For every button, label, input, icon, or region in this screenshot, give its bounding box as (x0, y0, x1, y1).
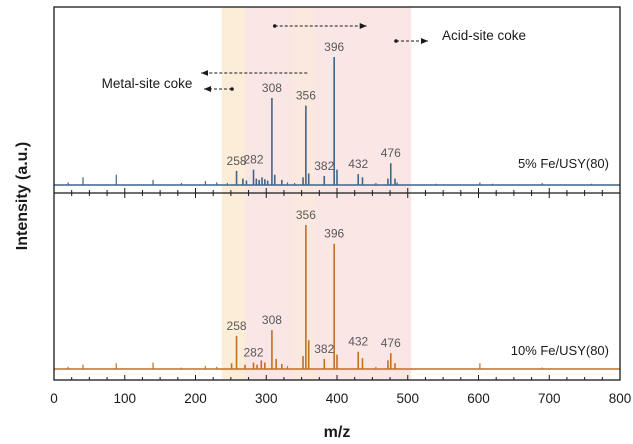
peak-label: 476 (381, 336, 401, 350)
x-tick-label: 800 (609, 391, 632, 406)
peak-label: 282 (243, 346, 263, 360)
series-2: 258 282 308 356 382 396 432 476 10% Fe/USY(80) (54, 208, 620, 370)
peak-label: 308 (262, 81, 282, 95)
peak-label: 308 (262, 313, 282, 327)
x-tick-label: 300 (255, 391, 278, 406)
coke-annotations: Metal-site coke Acid-site coke (102, 23, 526, 92)
peak-label: 258 (227, 154, 247, 168)
arrow-tail-dot (394, 39, 398, 43)
peak-label: 396 (324, 40, 344, 54)
peak-label: 356 (296, 208, 316, 222)
peak-label: 476 (381, 146, 401, 160)
peak-label: 356 (296, 89, 316, 103)
peak-label: 282 (243, 153, 263, 167)
y-axis-title: Intensity (a.u.) (14, 142, 31, 250)
x-tick-label: 100 (113, 391, 136, 406)
series-label: 10% Fe/USY(80) (511, 343, 609, 358)
arrow-tail-dot (272, 24, 277, 28)
x-tick-label: 600 (467, 391, 490, 406)
x-axis-title: m/z (324, 424, 351, 441)
peak-label: 432 (348, 157, 368, 171)
x-axis: 0 100 200 300 400 500 600 700 800 (50, 188, 631, 406)
peak-label: 396 (324, 227, 344, 241)
series-label: 5% Fe/USY(80) (518, 156, 609, 171)
peak-label: 382 (314, 342, 334, 356)
x-tick-label: 500 (396, 391, 419, 406)
peak-label: 258 (227, 319, 247, 333)
acid-site-label: Acid-site coke (442, 28, 526, 43)
peak-label: 432 (348, 335, 368, 349)
metal-site-label: Metal-site coke (102, 76, 193, 91)
x-tick-label: 700 (538, 391, 561, 406)
x-tick-label: 400 (326, 391, 349, 406)
x-tick-label: 0 (50, 391, 58, 406)
arrow-tail-dot (230, 87, 234, 91)
x-tick-label: 200 (184, 391, 207, 406)
peak-label: 382 (314, 159, 334, 173)
